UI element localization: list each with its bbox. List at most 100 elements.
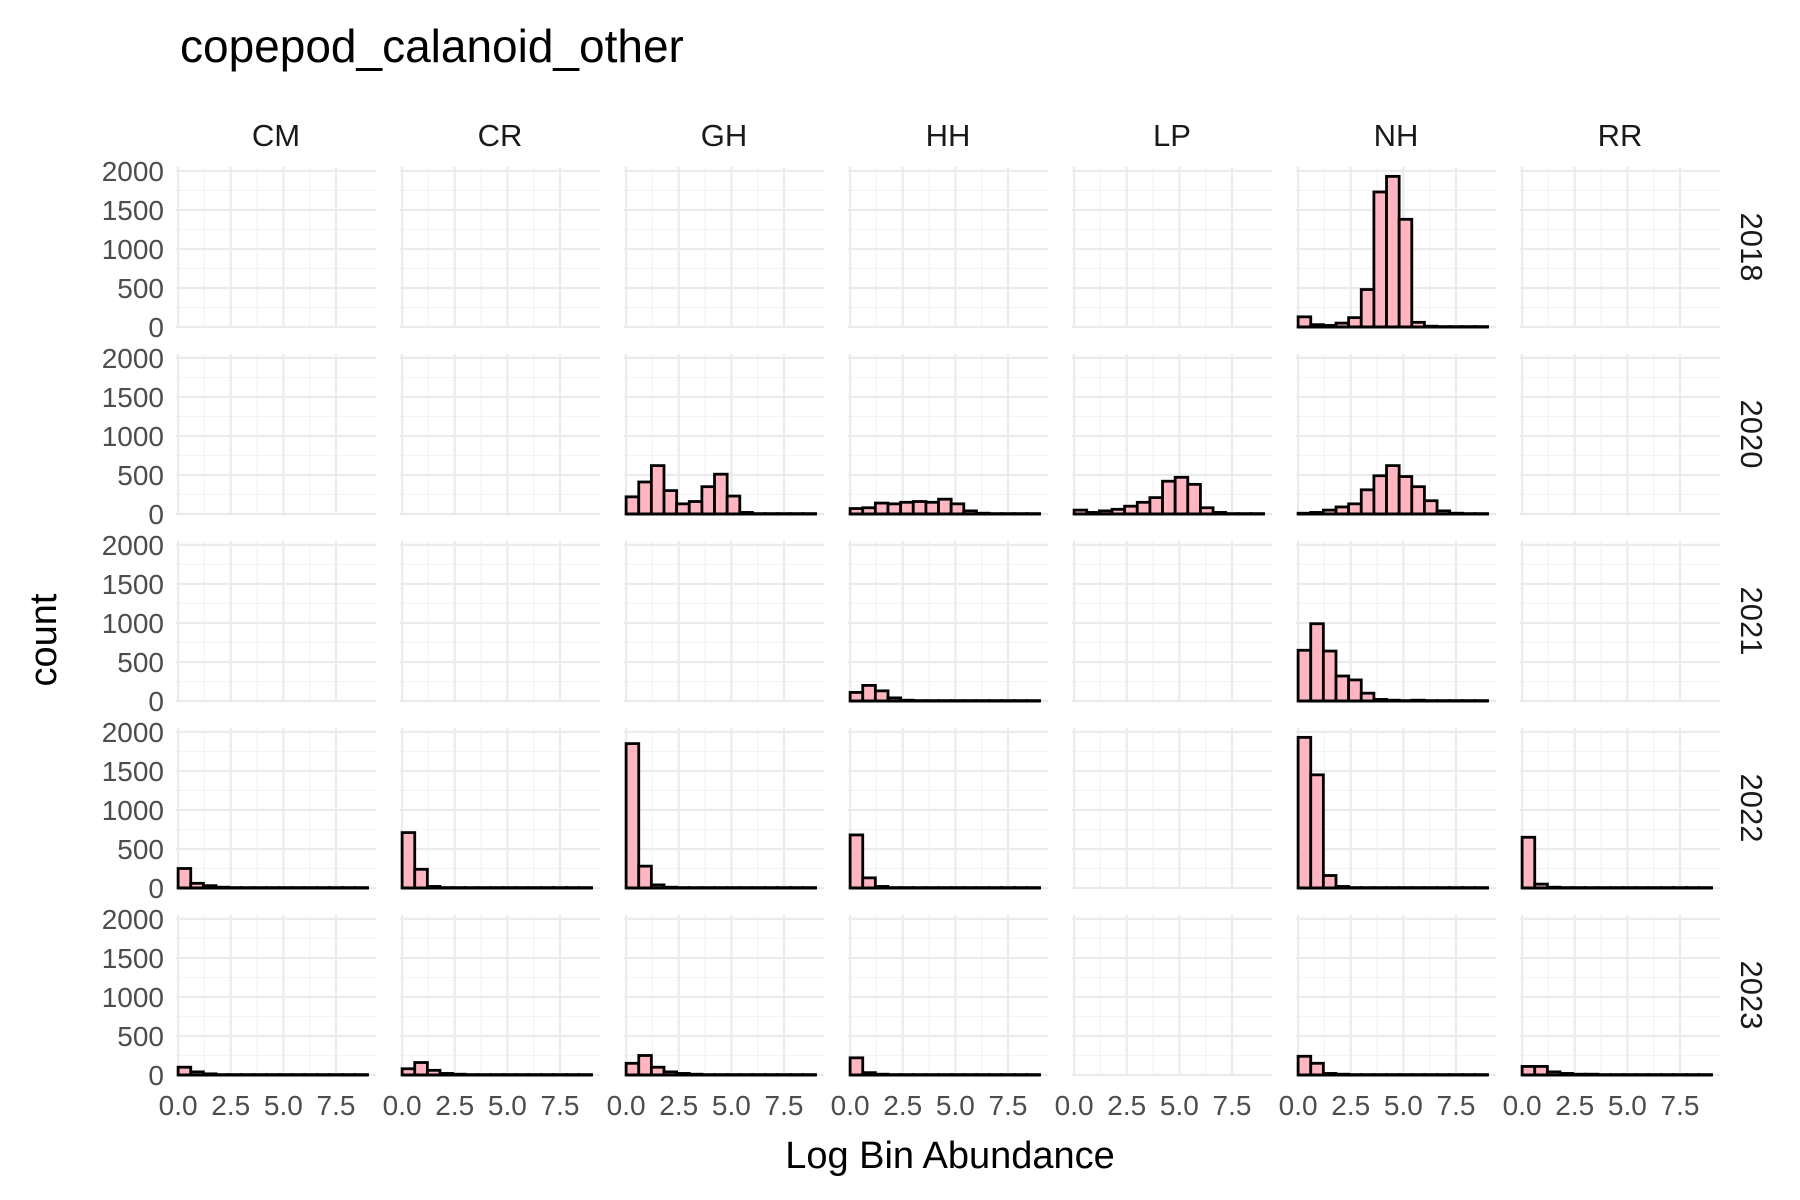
x-tick-label: 7.5 (1661, 1090, 1700, 1121)
histogram-HH-2023 (848, 1056, 1041, 1077)
x-tick-label: 7.5 (541, 1090, 580, 1121)
y-tick-label: 2000 (102, 904, 164, 935)
histogram-bar (176, 867, 193, 890)
x-tick-label: 2.5 (1331, 1090, 1370, 1121)
panel-RR-2023 (1520, 915, 1720, 1077)
panel-LP-2022 (1072, 728, 1272, 890)
x-tick-label: 5.0 (1608, 1090, 1647, 1121)
histogram-bar (725, 494, 742, 516)
histogram-bar (1334, 674, 1351, 703)
y-tick-label: 2000 (102, 343, 164, 374)
strip-label-2021: 2021 (1734, 587, 1769, 656)
histogram-bar (662, 489, 679, 516)
histogram-bar (637, 480, 653, 516)
y-tick-label: 500 (117, 647, 164, 678)
panel-CR-2021 (400, 541, 600, 703)
x-tick-label: 2.5 (435, 1090, 474, 1121)
y-tick-label: 1500 (102, 195, 164, 226)
x-tick-label: 0.0 (159, 1090, 198, 1121)
panel-HH-2018 (848, 167, 1048, 329)
histogram-bar (700, 485, 716, 516)
panel-LP-2023 (1072, 915, 1272, 1077)
histogram-RR-2023 (1520, 1065, 1713, 1077)
x-tick-label: 5.0 (488, 1090, 527, 1121)
x-tick-label: 7.5 (317, 1090, 356, 1121)
x-tick-label: 0.0 (383, 1090, 422, 1121)
y-axis-title: count (23, 593, 65, 686)
histogram-NH-2023 (1296, 1054, 1489, 1077)
histogram-bar (1173, 475, 1190, 516)
y-tick-label: 1000 (102, 608, 164, 639)
histogram-bar (1296, 315, 1313, 329)
histogram-bar (1385, 464, 1401, 516)
panel-CM-2021 (176, 541, 376, 703)
histogram-bar (637, 864, 653, 890)
x-tick-label: 0.0 (831, 1090, 870, 1121)
histogram-bar (1296, 1054, 1313, 1077)
strip-label-2018: 2018 (1734, 213, 1769, 282)
y-tick-label: 0 (148, 686, 164, 717)
panel-CR-2018 (400, 167, 600, 329)
grid-layer (176, 167, 1720, 1077)
x-tick-label: 5.0 (936, 1090, 975, 1121)
histogram-bar (911, 500, 928, 516)
histogram-bar (848, 833, 865, 890)
histogram-bar (886, 502, 903, 516)
histogram-bar (949, 502, 966, 516)
histogram-GH-2020 (624, 464, 817, 516)
panel-RR-2018 (1520, 167, 1720, 329)
y-tick-label: 1000 (102, 795, 164, 826)
panel-CM-2018 (176, 167, 376, 329)
histogram-bar (713, 472, 729, 516)
histogram-RR-2022 (1520, 835, 1713, 890)
tick-labels: 0500100015002000050010001500200005001000… (102, 156, 1700, 1121)
histogram-bar (1397, 475, 1414, 516)
histogram-bar (1296, 735, 1313, 890)
strip-label-2023: 2023 (1734, 961, 1769, 1030)
x-tick-label: 7.5 (765, 1090, 804, 1121)
histogram-bar (861, 683, 877, 703)
histogram-bar (637, 1054, 653, 1077)
x-tick-label: 5.0 (1160, 1090, 1199, 1121)
x-tick-label: 2.5 (1107, 1090, 1146, 1121)
y-tick-label: 1500 (102, 382, 164, 413)
strip-label-GH: GH (701, 118, 748, 153)
histogram-bar (687, 500, 704, 516)
histogram-bar (937, 497, 953, 516)
histogram-bar (1296, 648, 1313, 703)
y-tick-label: 0 (148, 499, 164, 530)
histogram-bar (400, 831, 417, 890)
x-axis-title: Log Bin Abundance (785, 1135, 1115, 1177)
histogram-bar (1372, 474, 1388, 516)
y-tick-label: 500 (117, 1021, 164, 1052)
histogram-HH-2022 (848, 833, 1041, 890)
x-tick-label: 0.0 (607, 1090, 646, 1121)
histogram-bar (1385, 174, 1401, 329)
histogram-bar (413, 867, 429, 890)
histogram-NH-2018 (1296, 174, 1489, 329)
histogram-NH-2022 (1296, 735, 1489, 890)
x-tick-label: 7.5 (989, 1090, 1028, 1121)
y-tick-label: 2000 (102, 530, 164, 561)
histogram-bar (675, 502, 691, 516)
histogram-bar (1309, 773, 1325, 890)
histogram-bar (413, 1061, 429, 1077)
histogram-bar (1186, 482, 1202, 516)
histogram-bar (624, 1061, 641, 1077)
histogram-CR-2023 (400, 1061, 593, 1077)
histogram-bar (873, 501, 890, 516)
y-tick-label: 1000 (102, 982, 164, 1013)
histogram-bar (1397, 217, 1414, 329)
histogram-GH-2023 (624, 1054, 817, 1077)
histogram-bar (624, 742, 641, 890)
panel-RR-2021 (1520, 541, 1720, 703)
panel-NH-2023 (1296, 915, 1496, 1077)
panel-GH-2021 (624, 541, 824, 703)
x-tick-label: 0.0 (1055, 1090, 1094, 1121)
x-tick-label: 7.5 (1437, 1090, 1476, 1121)
histogram-bar (861, 876, 877, 890)
panel-LP-2021 (1072, 541, 1272, 703)
histogram-bar (624, 495, 641, 516)
histogram-bar (1410, 485, 1426, 516)
histogram-bar (1423, 499, 1439, 516)
